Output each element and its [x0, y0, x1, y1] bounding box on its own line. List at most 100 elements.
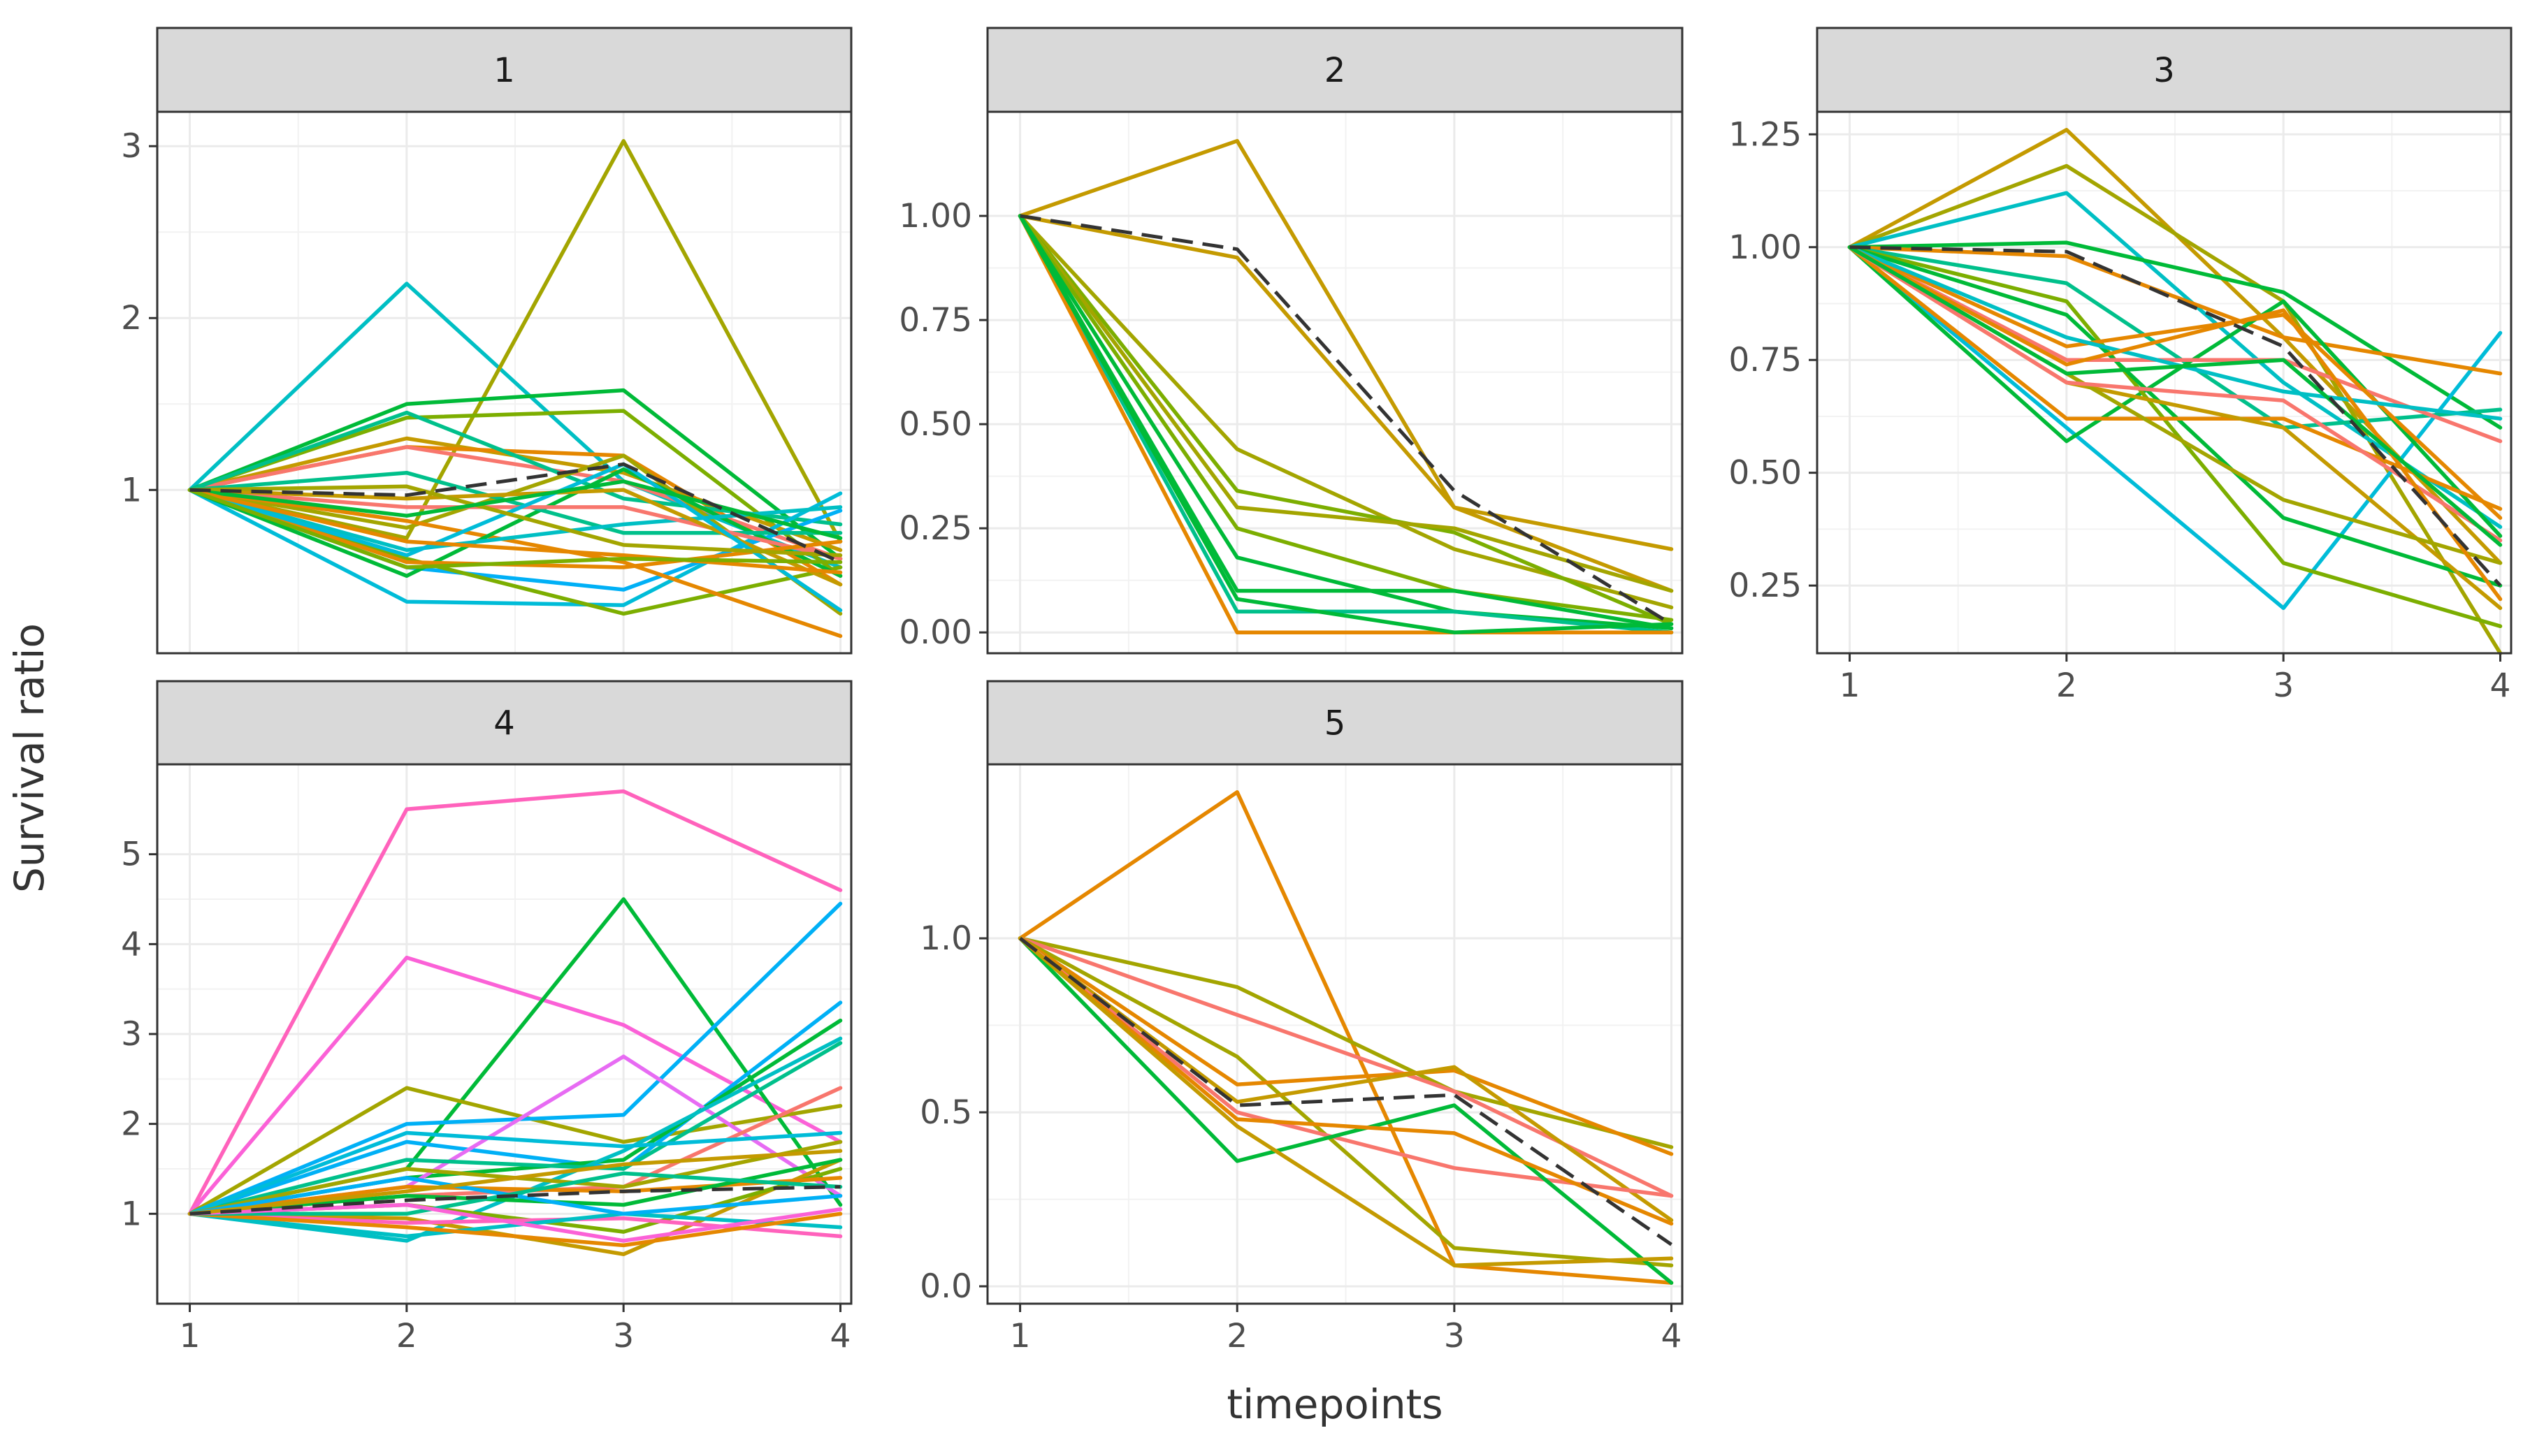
- series-line: [1847, 245, 2503, 629]
- series-line: [1018, 214, 1674, 634]
- series-line: [1847, 245, 2503, 543]
- series-line: [1018, 214, 1674, 627]
- y-tick-label: 1.00: [1728, 228, 1802, 267]
- series-line: [187, 488, 843, 575]
- series-line: [1847, 245, 2503, 547]
- panel-border: [986, 763, 1684, 1305]
- series-line: [1018, 214, 1674, 593]
- y-tick-label: 0.25: [1728, 567, 1802, 605]
- plot-background: [157, 112, 851, 653]
- series-line: [1018, 214, 1674, 634]
- x-tick-label: 1: [1010, 1317, 1031, 1355]
- y-tick-label: 4: [121, 925, 142, 963]
- series-line: [1847, 245, 2503, 520]
- series-line: [1018, 214, 1674, 630]
- panel-strip-label: 4: [493, 704, 515, 743]
- panel-strip: [1816, 27, 2513, 113]
- mean-trend-line: [1020, 214, 1672, 626]
- panel-1: 1 1 2 3: [121, 27, 853, 655]
- series-line: [187, 488, 843, 553]
- series-line: [1018, 214, 1674, 623]
- series-line: [187, 789, 843, 1216]
- series-line: [1847, 240, 2503, 430]
- panel-strip: [986, 27, 1684, 113]
- panel-strip: [156, 680, 853, 766]
- y-tick-label: 0.50: [1728, 454, 1802, 493]
- y-tick-label: 0.75: [1728, 341, 1802, 379]
- x-tick-label: 1: [1839, 667, 1860, 705]
- panel-strip-label: 5: [1324, 704, 1346, 743]
- series-line: [187, 1202, 843, 1243]
- y-tick-label: 2: [121, 299, 142, 337]
- panel-strip: [986, 680, 1684, 766]
- series-line: [1018, 214, 1674, 593]
- series-line: [1847, 245, 2503, 588]
- panel-4: 4 1 2 3 4 5 1 2 3 4: [121, 680, 853, 1355]
- x-tick-label: 4: [2490, 667, 2511, 705]
- y-tick-label: 3: [121, 1015, 142, 1054]
- series-line: [1018, 936, 1674, 1198]
- panel-strip-label: 2: [1324, 51, 1346, 90]
- series-line: [187, 388, 843, 561]
- series-line: [187, 445, 843, 561]
- series-line: [1018, 936, 1674, 1267]
- plot-background: [988, 112, 1682, 653]
- series-line: [187, 1000, 843, 1216]
- series-line: [1018, 936, 1674, 1285]
- series-line: [187, 462, 843, 613]
- series-line: [1018, 936, 1674, 1267]
- panel-strip-label: 3: [2153, 51, 2175, 90]
- series-line: [187, 1211, 843, 1248]
- panels-layer: 1 1 2 3 2 0.00 0.25 0.50 0.75 1.00 3 0.25 0.50 0.75 1.…: [121, 27, 2513, 1355]
- panel-5: 5 0.0 0.5 1.0 1 2 3 4: [920, 680, 1684, 1355]
- y-tick-label: 0.5: [920, 1093, 972, 1132]
- mean-trend-line: [189, 462, 841, 564]
- series-line: [187, 484, 843, 558]
- y-axis-title: Survival ratio: [6, 623, 53, 893]
- x-axis-title: timepoints: [1227, 1381, 1443, 1428]
- series-line: [187, 1171, 843, 1216]
- y-tick-label: 0.0: [920, 1267, 972, 1306]
- y-tick-label: 2: [121, 1105, 142, 1144]
- series-line: [187, 488, 843, 569]
- y-tick-label: 1.0: [920, 919, 972, 958]
- x-tick-label: 3: [613, 1317, 634, 1355]
- series-line: [187, 1176, 843, 1216]
- y-tick-label: 0.25: [899, 509, 972, 548]
- x-tick-label: 3: [2273, 667, 2294, 705]
- y-tick-label: 1.25: [1728, 115, 1802, 154]
- mean-trend-line: [189, 1185, 841, 1216]
- series-line: [187, 467, 843, 578]
- mean-trend-line: [1849, 245, 2502, 587]
- plot-background: [1817, 112, 2511, 653]
- panel-border: [986, 110, 1684, 655]
- series-line: [1018, 214, 1674, 634]
- y-tick-label: 1: [121, 471, 142, 509]
- mean-trend-line: [1019, 937, 1672, 1246]
- panel-border: [1816, 110, 2513, 655]
- y-tick-label: 0.75: [899, 301, 972, 340]
- series-line: [187, 1158, 843, 1216]
- series-line: [1018, 936, 1674, 1226]
- x-tick-label: 2: [2056, 667, 2077, 705]
- panel-border: [156, 110, 853, 655]
- y-tick-label: 0.50: [899, 405, 972, 444]
- series-line: [1847, 245, 2503, 421]
- x-tick-label: 2: [396, 1317, 417, 1355]
- series-line: [187, 1211, 843, 1239]
- panel-3: 3 0.25 0.50 0.75 1.00 1.25 1 2 3 4: [1728, 27, 2513, 705]
- y-tick-label: 1: [121, 1195, 142, 1233]
- series-line: [187, 409, 843, 578]
- panel-2: 2 0.00 0.25 0.50 0.75 1.00: [899, 27, 1684, 655]
- series-line: [187, 1149, 843, 1216]
- x-tick-label: 3: [1444, 1317, 1465, 1355]
- series-line: [1847, 163, 2503, 655]
- series-line: [187, 479, 843, 540]
- series-line: [187, 488, 843, 561]
- y-tick-label: 0.00: [899, 613, 972, 652]
- series-line: [1018, 214, 1674, 630]
- y-tick-label: 5: [121, 836, 142, 874]
- panel-strip-label: 1: [493, 51, 515, 90]
- series-line: [187, 488, 843, 639]
